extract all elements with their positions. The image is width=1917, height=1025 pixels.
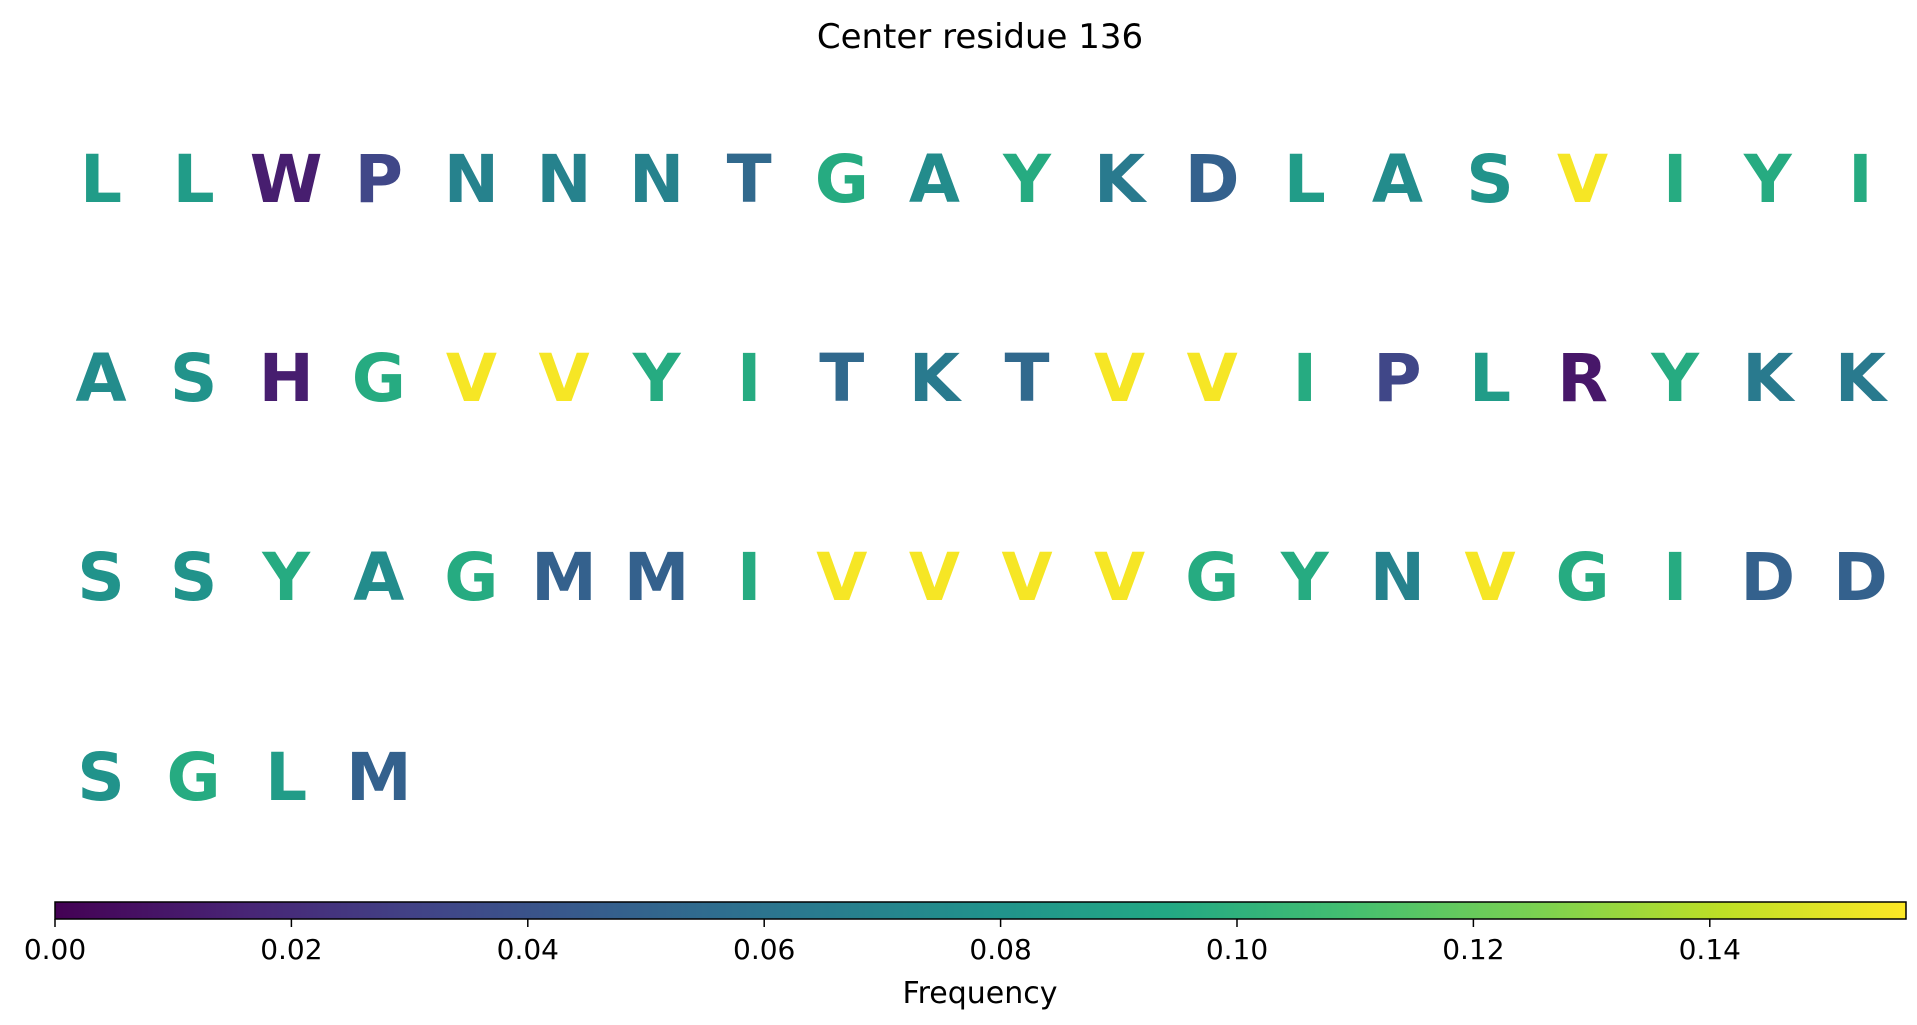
residue-letter: G — [1185, 539, 1239, 616]
residue-letter: K — [1094, 141, 1148, 218]
residue-letter: S — [77, 539, 125, 616]
residue-letter: W — [250, 141, 323, 218]
residue-letter: P — [1373, 340, 1421, 417]
residue-letter: G — [352, 340, 406, 417]
residue-letter: N — [444, 141, 499, 218]
residue-letter: H — [259, 340, 314, 417]
residue-letter: I — [737, 340, 762, 417]
residue-letter: P — [355, 141, 403, 218]
residue-letter: Y — [632, 340, 682, 417]
residue-letter: D — [1185, 141, 1240, 218]
residue-letter: L — [173, 141, 215, 218]
colorbar-tick-label: 0.14 — [1679, 933, 1741, 966]
residue-letter: L — [1469, 340, 1511, 417]
residue-letter: K — [909, 340, 963, 417]
residue-letter: M — [531, 539, 597, 616]
residue-letter: S — [170, 539, 218, 616]
residue-letter: V — [1187, 340, 1238, 417]
residue-letter: I — [1663, 539, 1688, 616]
residue-letter: Y — [261, 539, 311, 616]
residue-letter: I — [1293, 340, 1318, 417]
residue-letter: M — [624, 539, 690, 616]
residue-letter: V — [1094, 340, 1145, 417]
residue-letter: Y — [1002, 141, 1052, 218]
colorbar-gradient — [54, 901, 1907, 920]
residue-letter: A — [353, 539, 404, 616]
residue-letter: T — [1004, 340, 1049, 417]
residue-grid: L L W P N N N T G A Y K D L A S V I Y IA S H G V V Y I T K T V V I P L R Y K K… — [75, 141, 1888, 816]
residue-letter: V — [816, 539, 867, 616]
residue-letter: I — [1663, 141, 1688, 218]
colorbar-tick-label: 0.12 — [1442, 933, 1504, 966]
residue-letter: V — [446, 340, 497, 417]
residue-letter: S — [77, 739, 125, 816]
residue-letter: T — [819, 340, 864, 417]
colorbar-tick-label: 0.04 — [497, 933, 559, 966]
colorbar-tick-label: 0.10 — [1206, 933, 1268, 966]
colorbar-tick-label: 0.06 — [733, 933, 795, 966]
residue-letter: V — [1557, 141, 1608, 218]
residue-letter: Y — [1650, 340, 1700, 417]
residue-letter: V — [538, 340, 589, 417]
residue-letter: V — [1464, 539, 1515, 616]
residue-letter: A — [75, 340, 126, 417]
colorbar-tick-label: 0.02 — [260, 933, 322, 966]
residue-letter: S — [170, 340, 218, 417]
residue-letter: D — [1740, 539, 1795, 616]
residue-letter: L — [1284, 141, 1326, 218]
residue-letter: G — [167, 739, 221, 816]
residue-letter: A — [1372, 141, 1423, 218]
residue-letter: A — [909, 141, 960, 218]
residue-letter: V — [1001, 539, 1052, 616]
chart-title: Center residue 136 — [817, 17, 1143, 57]
residue-letter: L — [265, 739, 307, 816]
residue-letter: Y — [1743, 141, 1793, 218]
residue-letter: T — [727, 141, 772, 218]
colorbar-tick-label: 0.00 — [24, 933, 86, 966]
residue-letter: K — [1742, 340, 1796, 417]
residue-letter: N — [1370, 539, 1425, 616]
residue-letter: G — [1556, 539, 1610, 616]
colorbar-ticks: 0.00 0.02 0.04 0.06 0.08 0.10 0.12 0.14 — [24, 919, 1741, 966]
residue-letter: D — [1833, 539, 1888, 616]
residue-letter: I — [1848, 141, 1873, 218]
colorbar-label: Frequency — [903, 976, 1058, 1011]
residue-letter: N — [536, 141, 591, 218]
residue-letter: I — [737, 539, 762, 616]
residue-letter: L — [80, 141, 122, 218]
residue-letter: S — [1466, 141, 1514, 218]
residue-letter: V — [1094, 539, 1145, 616]
residue-letter: M — [346, 739, 412, 816]
residue-letter: Y — [1280, 539, 1330, 616]
residue-letter: G — [444, 539, 498, 616]
residue-letter: V — [909, 539, 960, 616]
residue-letter: R — [1557, 340, 1608, 417]
colorbar-tick-label: 0.08 — [969, 933, 1031, 966]
residue-letter: G — [815, 141, 869, 218]
residue-letter: K — [1835, 340, 1889, 417]
residue-letter: N — [629, 141, 684, 218]
colorbar: 0.00 0.02 0.04 0.06 0.08 0.10 0.12 0.14 Frequen… — [24, 901, 1907, 1011]
